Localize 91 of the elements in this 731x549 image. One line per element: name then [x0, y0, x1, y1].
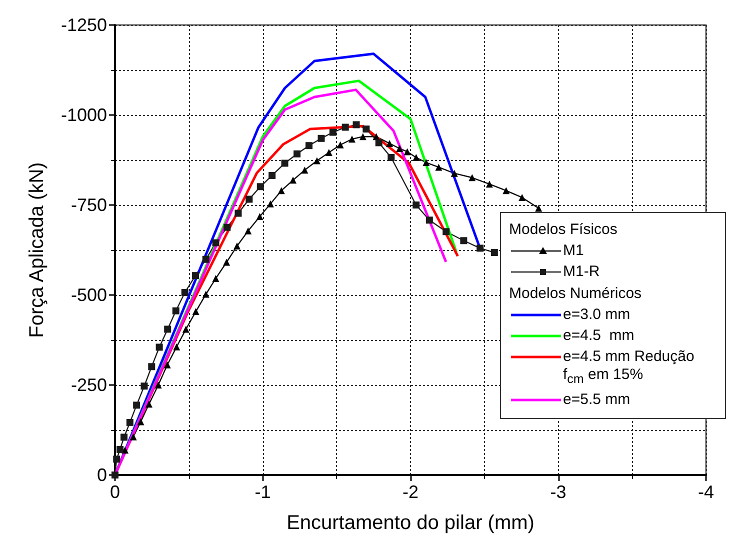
point: [212, 239, 220, 246]
x-tick-label: -1: [254, 482, 271, 502]
x-tick-label: 0: [110, 482, 120, 502]
point: [234, 210, 242, 217]
point: [192, 308, 200, 316]
point: [404, 148, 411, 156]
point: [164, 326, 172, 333]
point: [120, 434, 128, 441]
point: [256, 213, 264, 220]
point: [348, 136, 356, 143]
point: [244, 227, 252, 234]
y-tick-label: -1000: [60, 105, 107, 125]
y-tick-label: 0: [96, 465, 107, 485]
y-tick-label: -1250: [60, 15, 107, 35]
point: [164, 361, 171, 368]
point: [172, 307, 180, 314]
point: [156, 344, 163, 351]
y-tick-label: -250: [70, 375, 107, 395]
legend-title: Modelos Físicos: [509, 221, 618, 238]
point: [290, 176, 297, 184]
point: [173, 343, 180, 350]
y-tick-label: -750: [70, 195, 107, 215]
point: [148, 363, 156, 370]
legend-label: e=4.5 mm: [563, 327, 636, 345]
point: [224, 224, 231, 231]
x-tick-label: -3: [550, 482, 566, 502]
x-tick-label: -4: [698, 482, 714, 502]
point: [336, 141, 344, 148]
point: [294, 150, 301, 158]
legend-label: M1: [563, 242, 585, 260]
point: [426, 216, 433, 224]
point: [223, 258, 230, 266]
point: [490, 249, 498, 256]
point: [325, 148, 332, 156]
point: [386, 140, 394, 147]
point: [502, 187, 510, 194]
point: [202, 290, 210, 298]
point: [412, 154, 420, 161]
point: [113, 456, 120, 463]
point: [375, 139, 382, 146]
point: [468, 174, 476, 182]
point: [329, 128, 336, 136]
point: [182, 326, 190, 333]
legend-label: e=4.5 mm Redução f$_{cm}$ em 15%: [563, 348, 696, 388]
point: [460, 237, 468, 244]
legend-label: e=3.0 mm: [563, 306, 632, 324]
point: [278, 187, 285, 194]
legend-label: M1-R: [563, 263, 601, 281]
point: [352, 121, 360, 128]
point: [450, 170, 458, 177]
point: [126, 418, 134, 426]
point: [359, 133, 366, 140]
point: [476, 244, 484, 252]
point: [130, 433, 137, 440]
point: [202, 256, 210, 263]
point: [486, 180, 493, 188]
point: [137, 418, 144, 426]
y-tick-label: -500: [70, 285, 107, 305]
point: [145, 400, 152, 408]
point: [266, 200, 274, 208]
x-tick-label: -2: [402, 482, 419, 502]
point: [435, 164, 442, 171]
point: [412, 202, 420, 208]
annotation: Modelos Numéricos: [509, 285, 643, 302]
point: [535, 204, 542, 212]
x-axis-title: Encurtamento do pilar (mm): [286, 512, 534, 534]
point: [362, 126, 370, 133]
legend-label: e=5.5 mm: [563, 391, 632, 409]
point: [318, 134, 325, 142]
point: [268, 172, 276, 179]
point: [442, 228, 450, 236]
point: [305, 142, 312, 150]
point: [281, 160, 288, 167]
point: [313, 157, 320, 164]
point: [140, 382, 148, 390]
point: [422, 159, 430, 166]
point: [192, 272, 200, 280]
point: [256, 183, 264, 190]
point: [342, 124, 349, 131]
point: [246, 196, 253, 203]
point: [116, 446, 124, 453]
point: [234, 242, 241, 250]
point: [388, 154, 395, 161]
point: [212, 274, 220, 282]
point: [396, 144, 404, 152]
point: [133, 402, 140, 409]
point: [301, 166, 308, 174]
point: [181, 288, 188, 296]
y-axis-title: Força Aplicada (kN): [26, 162, 48, 338]
point: [154, 382, 162, 388]
point: [518, 194, 526, 201]
